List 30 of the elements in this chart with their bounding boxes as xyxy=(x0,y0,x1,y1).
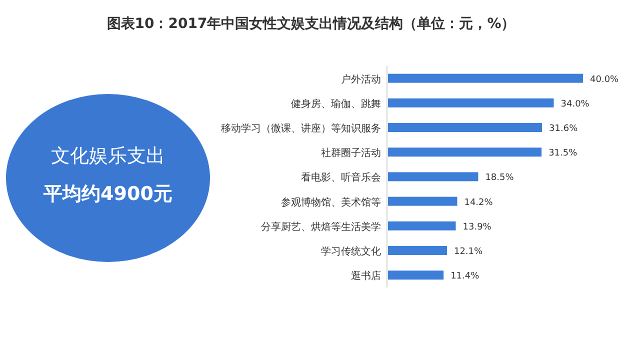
chart-title: 图表10：2017年中国女性文娱支出情况及结构（单位：元，%） xyxy=(106,15,516,32)
y-tick-label: 社群圈子活动 xyxy=(321,147,381,160)
data-label: 12.1% xyxy=(454,247,484,257)
data-label: 34.0% xyxy=(560,99,590,110)
bar xyxy=(388,246,447,255)
y-tick-label: 参观博物馆、美术馆等 xyxy=(281,196,381,208)
bar xyxy=(388,172,478,182)
data-label: 13.9% xyxy=(462,222,492,232)
y-tick-label: 逛书店 xyxy=(351,270,381,282)
y-tick-label: 户外活动 xyxy=(341,73,381,86)
data-label: 14.2% xyxy=(464,198,494,208)
y-tick-label: 看电影、听音乐会 xyxy=(301,172,381,184)
bar xyxy=(388,98,554,108)
bar xyxy=(388,270,444,280)
bar xyxy=(388,148,542,157)
bar xyxy=(388,123,542,132)
y-tick-label: 学习传统文化 xyxy=(321,246,381,258)
data-label: 18.5% xyxy=(485,173,514,184)
bar xyxy=(388,74,583,83)
y-tick-label: 移动学习（微课、讲座）等知识服务 xyxy=(221,122,381,134)
y-tick-label: 健身房、瑜伽、跳舞 xyxy=(291,98,381,110)
text: 文化娱乐支出 xyxy=(51,145,165,167)
bar xyxy=(388,196,458,206)
data-label: 11.4% xyxy=(450,272,480,282)
data-label: 31.6% xyxy=(549,124,578,134)
data-label: 31.5% xyxy=(548,148,578,159)
y-tick-label: 分享厨艺、烘焙等生活美学 xyxy=(261,220,381,233)
bar xyxy=(388,221,456,230)
text: 平均约4900元 xyxy=(42,183,172,205)
data-label: 40.0% xyxy=(590,74,620,85)
